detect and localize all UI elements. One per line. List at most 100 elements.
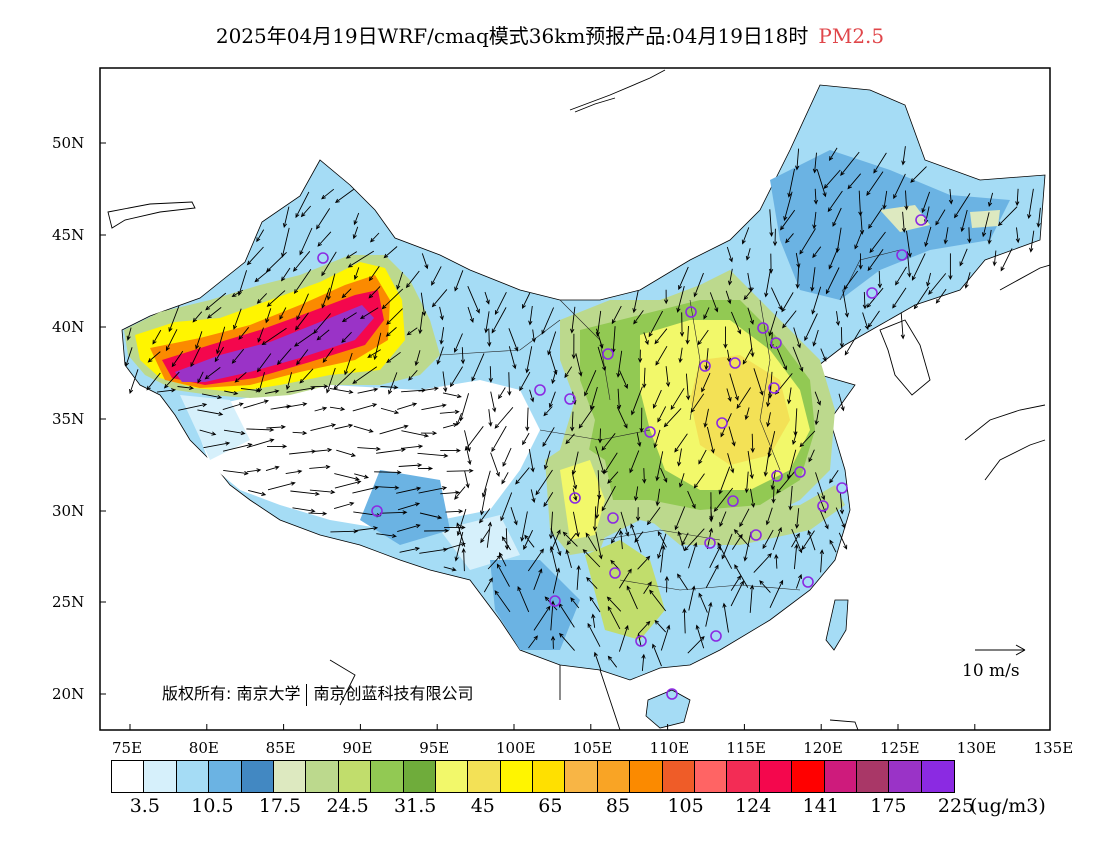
wind-arrow	[655, 488, 661, 507]
wind-arrow	[282, 206, 290, 229]
coastline-korea	[879, 319, 931, 396]
wind-arrow	[261, 327, 287, 346]
wind-arrow	[168, 305, 180, 333]
colorbar-cell	[500, 761, 534, 792]
wind-arrow	[829, 539, 837, 553]
wind-arrow	[234, 371, 247, 383]
wind-arrow	[488, 366, 493, 383]
wind-arrow	[367, 349, 381, 358]
wind-arrow	[500, 492, 513, 522]
wind-arrow	[657, 530, 667, 548]
wind-arrow	[522, 292, 531, 310]
station-marker	[771, 470, 783, 482]
wind-arrow	[386, 351, 401, 364]
wind-arrow	[484, 311, 490, 334]
wind-arrow	[352, 403, 378, 412]
wind-arrow	[417, 466, 434, 471]
wind-arrow	[406, 327, 418, 336]
wind-arrow	[901, 211, 907, 233]
border-line	[599, 529, 721, 541]
wind-arrow	[900, 312, 905, 340]
wind-arrow	[571, 451, 579, 476]
wind-arrow	[854, 232, 862, 250]
wind-arrow	[839, 327, 845, 348]
wind-arrow	[948, 253, 953, 281]
wind-arrow	[541, 307, 555, 335]
station-marker	[770, 337, 782, 349]
station-marker	[549, 595, 561, 607]
wind-arrow	[688, 585, 696, 611]
wind-arrow	[528, 305, 533, 326]
wind-arrow	[935, 288, 947, 304]
wind-arrow	[882, 190, 888, 210]
wind-arrow	[576, 564, 581, 590]
wind-arrow	[396, 486, 422, 494]
wind-arrow	[924, 226, 932, 248]
wind-arrow	[781, 292, 794, 313]
station-marker	[635, 635, 647, 647]
wind-arrow	[582, 548, 601, 568]
wind-arrow	[729, 373, 739, 402]
wind-arrow	[341, 331, 352, 344]
wind-arrow	[265, 308, 272, 324]
wind-arrow	[419, 512, 443, 520]
coastline-japan-north	[999, 264, 1050, 291]
wind-arrow	[736, 387, 751, 409]
wind-arrow	[869, 231, 886, 254]
colorbar-label: 45	[470, 795, 495, 817]
wind-arrow	[550, 635, 556, 649]
wind-arrow	[1015, 188, 1020, 207]
wind-arrow	[522, 432, 530, 446]
wind-arrow	[464, 470, 470, 489]
wind-arrow	[1027, 188, 1034, 220]
wind-arrow	[842, 289, 849, 318]
wind-arrow	[528, 449, 535, 473]
coastline-north	[569, 69, 666, 113]
wind-arrow	[201, 393, 223, 400]
wind-arrow	[1015, 227, 1020, 244]
wind-arrow	[443, 566, 457, 572]
wind-arrow	[616, 350, 623, 378]
coastline-balkhash	[107, 201, 196, 229]
wind-arrow	[873, 152, 887, 174]
wind-arrow	[753, 553, 772, 573]
wind-arrow	[203, 441, 231, 449]
wind-arrow	[418, 386, 439, 392]
wind-arrow	[267, 444, 288, 449]
copyright-part1: 版权所有: 南京大学	[162, 684, 301, 703]
wind-arrow	[787, 168, 795, 198]
colorbar-cell	[435, 761, 469, 792]
wind-arrow	[676, 285, 685, 313]
wind-arrow	[354, 473, 370, 479]
lon-label: 105E	[572, 739, 613, 757]
wind-arrow	[456, 522, 466, 547]
wind-arrow	[794, 508, 800, 529]
wind-arrow	[205, 292, 227, 311]
wind-arrow	[607, 605, 621, 630]
wind-arrow	[606, 596, 622, 612]
wind-arrow	[572, 511, 580, 538]
wind-arrow	[663, 289, 669, 305]
wind-arrow	[682, 608, 687, 634]
wind-arrow	[705, 601, 713, 627]
wind-arrow	[787, 387, 792, 405]
wind-arrow	[701, 372, 711, 393]
wind-arrow	[812, 211, 817, 230]
wind-arrow	[525, 346, 533, 374]
wind-arrow	[967, 227, 972, 244]
wind-arrow	[352, 366, 378, 384]
wind-arrow	[549, 351, 558, 376]
reference-vector	[975, 644, 1026, 656]
wind-arrow	[964, 272, 971, 289]
wind-arrow	[782, 310, 797, 329]
wind-arrow	[768, 311, 778, 337]
wind-arrow	[595, 310, 602, 337]
wind-arrow	[728, 426, 736, 447]
wind-arrow	[380, 385, 399, 390]
wind-arrow	[603, 452, 618, 475]
wind-arrow	[629, 450, 640, 474]
station-marker	[710, 630, 722, 642]
wind-arrow	[678, 347, 683, 364]
wind-arrow	[508, 346, 517, 370]
wind-arrow	[177, 385, 195, 391]
